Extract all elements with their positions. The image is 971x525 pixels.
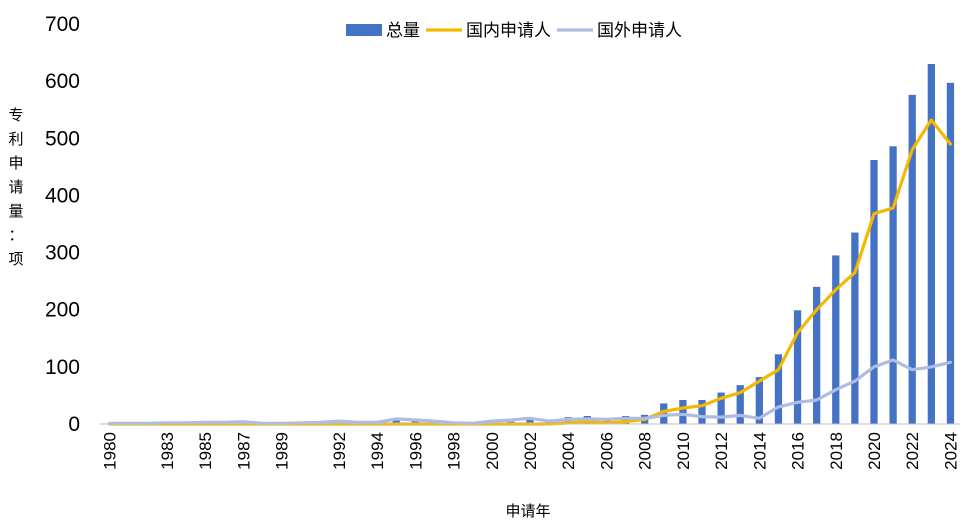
x-tick-label: 2004 (559, 432, 578, 470)
y-tick-label: 400 (45, 184, 80, 207)
y-tick-label: 500 (45, 127, 80, 150)
bar-total (774, 354, 783, 424)
y-axis-title-char: ： (8, 226, 23, 244)
bar-total (755, 377, 763, 424)
x-tick-label: 1992 (330, 432, 349, 470)
bar-series (105, 64, 955, 425)
bar-total (870, 160, 878, 424)
x-tick-label: 1987 (234, 432, 253, 470)
legend: 总量 国内申请人 国外申请人 (346, 21, 682, 41)
x-tick-label: 2024 (941, 432, 960, 470)
x-tick-label: 2018 (827, 432, 846, 470)
y-axis-title-char: 专 (8, 106, 23, 124)
bar-total (813, 286, 821, 424)
bar-total (927, 64, 935, 424)
x-tick-label: 2002 (521, 432, 540, 470)
bar-total (392, 420, 400, 424)
y-tick-label: 0 (68, 413, 80, 436)
bar-total (889, 146, 897, 425)
line-series (107, 118, 953, 426)
x-tick-label: 1998 (445, 432, 464, 470)
x-tick-label: 2012 (712, 432, 731, 470)
bar-total (621, 416, 630, 424)
bar-total (698, 400, 706, 424)
y-tick-label: 200 (45, 299, 80, 322)
x-axis-ticks: 1980 1983 1985 1987 1989 1992 1994 1996 1998 2000… (101, 432, 961, 470)
bar-total (908, 94, 916, 424)
bar-total (832, 255, 840, 424)
bar-total (793, 310, 802, 424)
x-tick-label: 1989 (273, 432, 292, 470)
bar-total (851, 232, 859, 424)
bar-total (660, 403, 668, 424)
bar-total (679, 400, 687, 424)
y-axis-ticks: 0 100 200 300 400 500 600 700 (45, 13, 80, 436)
y-tick-label: 100 (45, 356, 80, 379)
y-tick-label: 700 (45, 13, 80, 36)
line-domestic-applicants (107, 118, 953, 426)
x-tick-label: 2014 (750, 432, 769, 470)
x-tick-label: 1980 (101, 432, 120, 470)
x-tick-label: 2020 (865, 432, 884, 470)
bar-total (717, 392, 725, 424)
x-tick-label: 2016 (789, 432, 808, 470)
bar-total (736, 385, 744, 424)
x-tick-label: 1996 (406, 432, 425, 470)
y-tick-label: 300 (45, 242, 80, 265)
x-tick-label: 2022 (903, 432, 922, 470)
y-axis-title-char: 请 (8, 178, 23, 196)
line-foreign-applicants (107, 358, 953, 425)
legend-domestic-label: 国内申请人 (466, 21, 551, 41)
x-tick-label: 2008 (636, 432, 655, 470)
legend-total-label: 总量 (386, 21, 420, 41)
legend-foreign-label: 国外申请人 (597, 21, 682, 41)
y-axis-title-char: 量 (8, 202, 23, 220)
bar-total (526, 420, 534, 424)
y-axis-title-char: 申 (8, 154, 23, 172)
x-tick-label: 2010 (674, 432, 693, 470)
x-tick-label: 1983 (158, 432, 177, 470)
y-axis-title-char: 项 (8, 250, 23, 268)
x-tick-label: 1994 (368, 432, 387, 470)
y-axis-title-char: 利 (8, 130, 23, 148)
bar-total (411, 420, 419, 424)
x-axis-title: 申请年 (505, 502, 550, 520)
legend-total-swatch (346, 24, 382, 36)
x-tick-label: 2006 (597, 432, 616, 470)
bar-total (946, 82, 955, 424)
y-tick-label: 600 (45, 70, 80, 93)
x-tick-label: 1985 (196, 432, 215, 470)
x-tick-label: 2000 (483, 432, 502, 470)
